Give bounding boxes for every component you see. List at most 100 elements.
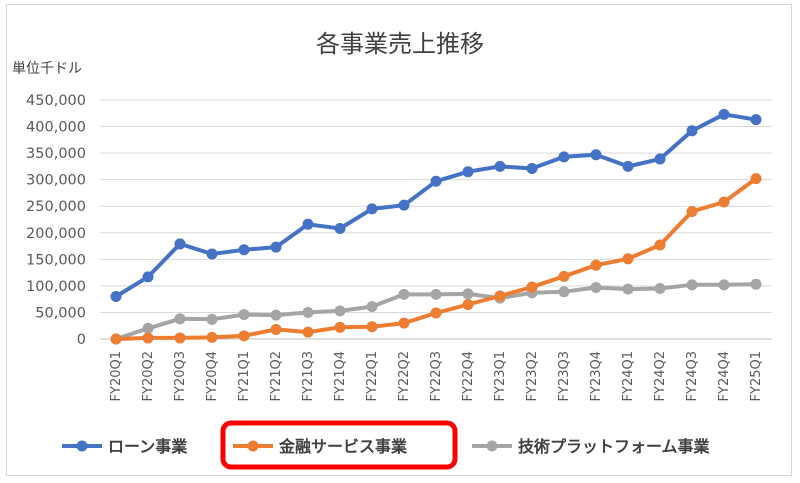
x-tick-label: FY20Q2 xyxy=(141,351,156,401)
legend-highlight-box xyxy=(220,420,458,470)
x-tick-label: FY20Q1 xyxy=(109,351,124,401)
data-point xyxy=(366,321,378,333)
data-point xyxy=(238,244,250,256)
legend-swatch-marker xyxy=(76,440,88,452)
series-line xyxy=(114,112,757,299)
x-tick-label: FY22Q1 xyxy=(365,351,380,401)
data-point xyxy=(302,218,314,230)
data-point xyxy=(654,239,666,251)
y-tick-label: 450,000 xyxy=(26,93,86,109)
chart-title: 各事業売上推移 xyxy=(316,30,484,58)
data-point xyxy=(686,279,698,291)
legend-swatch-marker xyxy=(486,440,498,452)
data-point xyxy=(334,305,346,317)
legend-item: ローン事業 xyxy=(62,437,188,456)
x-tick-label: FY20Q3 xyxy=(173,351,188,401)
data-point xyxy=(110,333,122,345)
data-point xyxy=(206,331,218,343)
data-point xyxy=(398,288,410,300)
data-point xyxy=(526,281,538,293)
data-point xyxy=(686,125,698,137)
legend-label: ローン事業 xyxy=(108,437,188,456)
y-tick-label: 0 xyxy=(77,332,86,348)
data-point xyxy=(398,199,410,211)
data-point xyxy=(110,291,122,303)
data-point xyxy=(174,313,186,325)
x-tick-label: FY22Q3 xyxy=(429,351,444,401)
data-point xyxy=(462,298,474,310)
data-point xyxy=(622,253,634,265)
data-point xyxy=(174,238,186,250)
data-point xyxy=(718,279,730,291)
series-1 xyxy=(110,173,762,345)
data-point xyxy=(494,290,506,302)
legend-item: 金融サービス事業 xyxy=(233,437,408,456)
x-tick-label: FY23Q4 xyxy=(589,351,604,401)
x-axis-ticks: FY20Q1 FY20Q2 FY20Q3 FY20Q4 FY21Q1 FY21Q2 FY21… xyxy=(109,351,764,401)
data-point xyxy=(718,108,730,120)
data-point xyxy=(174,332,186,344)
data-point xyxy=(590,149,602,161)
x-tick-label: FY21Q4 xyxy=(333,351,348,401)
y-tick-label: 100,000 xyxy=(26,279,86,295)
data-point xyxy=(558,151,570,163)
x-tick-label: FY21Q1 xyxy=(237,351,252,401)
y-tick-label: 150,000 xyxy=(26,252,86,268)
series-0 xyxy=(110,108,762,303)
data-point xyxy=(366,203,378,215)
data-point xyxy=(622,160,634,172)
data-point xyxy=(270,241,282,253)
data-point xyxy=(302,326,314,338)
y-tick-label: 400,000 xyxy=(26,120,86,136)
data-point xyxy=(558,286,570,298)
data-point xyxy=(750,114,762,126)
x-tick-label: FY23Q1 xyxy=(493,351,508,401)
data-point xyxy=(142,271,154,283)
data-point xyxy=(430,288,442,300)
y-tick-label: 200,000 xyxy=(26,226,86,242)
data-point xyxy=(238,309,250,321)
legend-label: 技術プラットフォーム事業 xyxy=(518,437,711,456)
data-point xyxy=(654,283,666,295)
data-point xyxy=(590,281,602,293)
y-tick-label: 250,000 xyxy=(26,199,86,215)
legend-swatch-marker xyxy=(247,440,259,452)
legend: ローン事業 金融サービス事業 技術プラットフォーム事業 xyxy=(62,420,711,470)
data-point xyxy=(526,163,538,175)
data-point xyxy=(462,288,474,300)
data-point xyxy=(590,259,602,271)
data-point xyxy=(558,270,570,282)
data-point xyxy=(270,309,282,321)
data-point xyxy=(238,330,250,342)
x-tick-label: FY21Q3 xyxy=(301,351,316,401)
data-point xyxy=(430,307,442,319)
data-point xyxy=(686,206,698,218)
data-point xyxy=(398,317,410,329)
x-tick-label: FY24Q1 xyxy=(621,351,636,401)
data-point xyxy=(494,160,506,172)
y-axis-unit-label: 単位千ドル xyxy=(12,61,82,77)
y-axis-ticks: 0 50,000 100,000 150,000 200,000 250,000 300,0… xyxy=(26,93,86,348)
x-tick-label: FY21Q2 xyxy=(269,351,284,401)
data-point xyxy=(142,322,154,334)
gridlines xyxy=(100,99,772,340)
data-point xyxy=(206,248,218,260)
data-point xyxy=(622,283,634,295)
data-point xyxy=(334,223,346,235)
legend-item: 技術プラットフォーム事業 xyxy=(472,437,711,456)
data-point xyxy=(206,313,218,325)
data-point xyxy=(366,301,378,313)
legend-label: 金融サービス事業 xyxy=(278,437,408,456)
data-point xyxy=(654,153,666,165)
x-tick-label: FY24Q2 xyxy=(653,351,668,401)
data-point xyxy=(750,173,762,185)
data-point xyxy=(430,175,442,187)
x-tick-label: FY24Q4 xyxy=(717,351,732,401)
x-tick-label: FY22Q2 xyxy=(397,351,412,401)
data-point xyxy=(750,278,762,290)
data-point xyxy=(462,166,474,178)
x-tick-label: FY23Q2 xyxy=(525,351,540,401)
data-point xyxy=(334,321,346,333)
x-tick-label: FY20Q4 xyxy=(205,351,220,401)
